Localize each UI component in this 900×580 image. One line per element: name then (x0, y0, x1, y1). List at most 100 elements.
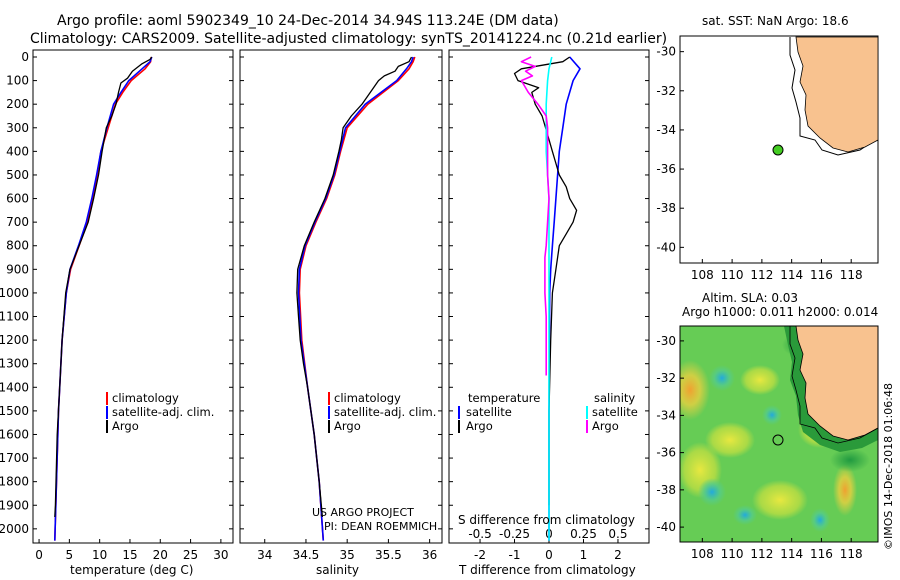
altimetry-argo-title: Argo h1000: 0.011 h2000: 0.014 (682, 305, 878, 319)
depth-tick-label: 900 (6, 262, 29, 276)
depth-tick-label: 200 (6, 97, 29, 111)
lat-tick-label: -36 (656, 162, 676, 176)
series-line-t-argo (513, 56, 578, 506)
difference-panel: -2 -1 0 1 2-0.5 -0.25 0 0.25 0.5 (448, 49, 650, 562)
x-tick-label: 0 (545, 548, 553, 562)
difference-xlabel-salinity: S difference from climatology (458, 513, 635, 527)
us-argo-project-note: US ARGO PROJECT (312, 506, 414, 519)
depth-tick-label: 400 (6, 144, 29, 158)
title-line-1: Argo profile: aoml 5902349_10 24-Dec-201… (57, 13, 559, 29)
legend-t-argo: Argo (466, 419, 493, 433)
sst-map-bathymetry-contour (789, 37, 879, 156)
pi-note: PI: DEAN ROEMMICH (324, 520, 437, 533)
lat-tick-label: -34 (656, 408, 676, 422)
x-tick-label: 0 (35, 548, 43, 562)
temperature-plot-frame (32, 49, 234, 544)
x-tick-label: 10 (92, 548, 107, 562)
sst-map-land (795, 36, 879, 153)
legend-t-satellite: satellite (466, 405, 512, 419)
difference-xlabel: T difference from climatology (458, 563, 636, 577)
series-line-argo (54, 56, 153, 518)
depth-tick-label: 1400 (0, 380, 29, 394)
depth-tick-label: 1100 (0, 310, 29, 324)
lon-tick-label: 118 (840, 547, 863, 561)
lat-tick-label: -30 (656, 45, 676, 59)
x-tick-label: 1 (580, 548, 588, 562)
legend-argo: Argo (112, 419, 139, 433)
x2-tick-label: -0.25 (499, 527, 530, 541)
salinity-plot-frame (239, 49, 443, 544)
sla-field (680, 326, 878, 532)
series-line-s-argo (520, 56, 550, 376)
depth-tick-label: 1700 (0, 451, 29, 465)
argo-float-marker-sla (772, 434, 784, 446)
lon-tick-label: 110 (721, 547, 744, 561)
lat-tick-label: -32 (656, 84, 676, 98)
depth-tick-label: 1500 (0, 404, 29, 418)
depth-tick-label: 2000 (0, 522, 29, 536)
legend-climatology: climatology (334, 391, 401, 405)
series-line-argo (296, 56, 413, 518)
x2-tick-label: 0.5 (608, 527, 627, 541)
lon-tick-label: 114 (780, 268, 803, 282)
legend-s-satellite: satellite (592, 405, 638, 419)
depth-tick-label: 600 (6, 192, 29, 206)
depth-tick-label: 800 (6, 239, 29, 253)
depth-axis: 0 100 200 300 400 500 600 700 800 900 1000 1100 1200… (0, 50, 649, 536)
lon-tick-label: 110 (721, 268, 744, 282)
x-tick-label: 35.5 (375, 548, 402, 562)
lon-tick-label: 108 (691, 547, 714, 561)
legend-argo: Argo (334, 419, 361, 433)
sla-map (679, 325, 879, 543)
x-tick-label: 2 (614, 548, 622, 562)
x-tick-label: -2 (474, 548, 486, 562)
legend-satellite: satellite-adj. clim. (112, 405, 214, 419)
lat-tick-label: -32 (656, 371, 676, 385)
lon-tick-label: 118 (840, 268, 863, 282)
salinity-xlabel: salinity (316, 563, 359, 577)
x2-tick-label: -0.5 (468, 527, 491, 541)
depth-tick-label: 1600 (0, 427, 29, 441)
title-line-2: Climatology: CARS2009. Satellite-adjuste… (30, 31, 667, 47)
x-tick-label: 34 (257, 548, 272, 562)
depth-tick-label: 1300 (0, 357, 29, 371)
lat-tick-label: -40 (656, 240, 676, 254)
lon-tick-label: 108 (691, 268, 714, 282)
salinity-panel: 34 34.5 35 35.5 36 (239, 49, 443, 562)
x-tick-label: 5 (66, 548, 74, 562)
x-tick-label: 35 (340, 548, 355, 562)
salinity-legend: climatology satellite-adj. clim. Argo (328, 391, 436, 433)
lat-tick-label: -38 (656, 483, 676, 497)
depth-tick-label: 1200 (0, 333, 29, 347)
depth-tick-label: 1800 (0, 475, 29, 489)
sla-map-axes: 108 110 112 114 116 118 -30 -32 -34 -36 -38 -40 (656, 334, 862, 561)
lat-tick-label: -30 (656, 334, 676, 348)
lat-tick-label: -36 (656, 446, 676, 460)
x-tick-label: 36 (422, 548, 437, 562)
temperature-legend: climatology satellite-adj. clim. Argo (106, 391, 214, 433)
legend-header-temperature: temperature (468, 391, 540, 405)
depth-tick-label: 0 (21, 50, 29, 64)
depth-tick-label: 1000 (0, 286, 29, 300)
temperature-panel: 0 5 10 15 20 25 30 (32, 49, 234, 562)
sla-map-frame (679, 325, 879, 543)
x-tick-label: 34.5 (293, 548, 320, 562)
legend-satellite: satellite-adj. clim. (334, 405, 436, 419)
lat-tick-label: -40 (656, 520, 676, 534)
x-tick-label: 15 (122, 548, 137, 562)
lat-tick-label: -38 (656, 201, 676, 215)
depth-tick-label: 500 (6, 168, 29, 182)
depth-tick-label: 700 (6, 215, 29, 229)
temperature-xlabel: temperature (deg C) (70, 563, 193, 577)
difference-legend: temperature salinity satellite Argo sate… (458, 391, 638, 433)
altimetry-title: Altim. SLA: 0.03 (702, 291, 798, 305)
x2-tick-label: 0.25 (570, 527, 597, 541)
series-line-t-satellite (548, 56, 581, 541)
x-tick-label: -1 (509, 548, 521, 562)
x-tick-label: 20 (153, 548, 168, 562)
lon-tick-label: 112 (750, 547, 773, 561)
depth-tick-label: 300 (6, 121, 29, 135)
legend-climatology: climatology (112, 391, 179, 405)
lon-tick-label: 116 (810, 268, 833, 282)
depth-tick-label: 100 (6, 74, 29, 88)
